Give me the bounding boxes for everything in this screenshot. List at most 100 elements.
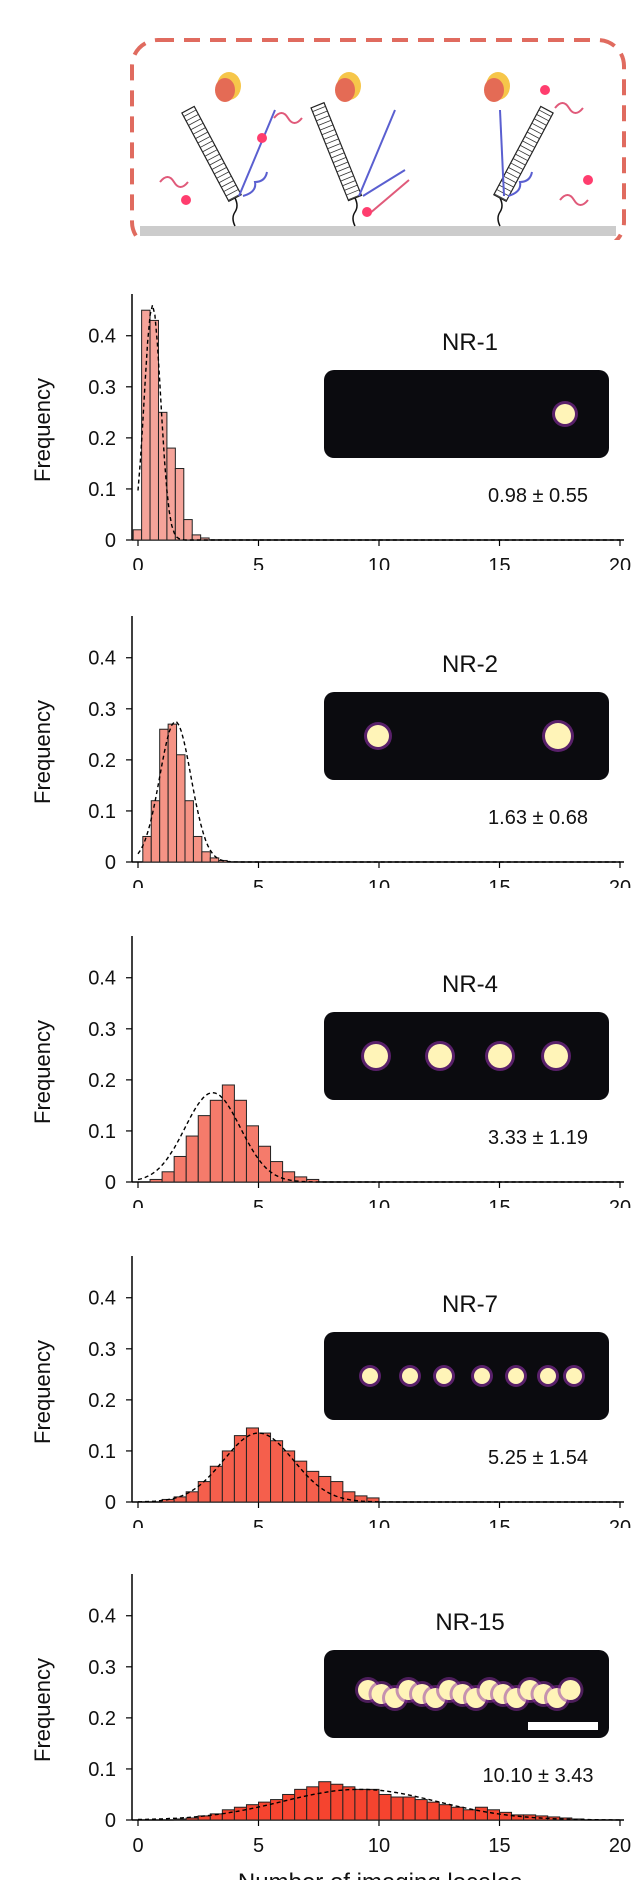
- histogram-panel-nr-15: 0 0.1 0.2 0.3 0.4 0 5 10 15 20 Frequency NR-15 10.10…: [30, 1574, 631, 1880]
- dna-duplex: [181, 105, 242, 203]
- free-imager-strand: [273, 112, 303, 124]
- gaussian-fit-line: [138, 1432, 620, 1503]
- mean-sd-stat: 3.33 ± 1.19: [488, 1127, 588, 1149]
- x-tick-label: 20: [609, 1835, 631, 1857]
- histogram-bar: [173, 1155, 187, 1183]
- tether-line: [232, 197, 238, 227]
- x-tick-label: 15: [488, 555, 510, 570]
- y-tick-label: 0.4: [88, 968, 116, 990]
- x-tick-label: 10: [368, 555, 390, 570]
- histogram-bar: [150, 800, 161, 863]
- construct-label: NR-4: [442, 971, 498, 998]
- histogram-bar: [245, 1125, 259, 1183]
- histogram-panel-nr-7: 0 0.1 0.2 0.3 0.4 0 5 10 15 20 Frequency NR-7 5.25 ±…: [30, 1256, 631, 1528]
- histogram-bar: [185, 1135, 199, 1183]
- probe-strand: [238, 109, 276, 197]
- histogram-bar: [245, 1427, 259, 1503]
- histogram-bar: [270, 1440, 284, 1503]
- construct-label: NR-15: [435, 1609, 504, 1636]
- super-resolution-image: [324, 692, 609, 780]
- loop-strand: [242, 171, 268, 197]
- histogram-bar: [185, 1817, 199, 1821]
- histogram-bar: [233, 1806, 247, 1821]
- super-resolution-image: [324, 370, 609, 458]
- mean-sd-stat: 0.98 ± 0.55: [488, 485, 588, 507]
- histogram-bar: [402, 1796, 416, 1821]
- histogram-bar: [474, 1806, 488, 1821]
- free-imager-strand: [159, 176, 189, 188]
- histogram-bar: [258, 1801, 272, 1821]
- histogram-bar: [173, 1818, 187, 1821]
- histogram-bar: [209, 857, 220, 863]
- free-dye-dot: [181, 195, 191, 205]
- construct-label: NR-2: [442, 651, 498, 678]
- y-tick-label: 0.4: [88, 648, 116, 670]
- histogram-panel-nr-2: 0 0.1 0.2 0.3 0.4 0 5 10 15 20 Frequency NR-2 1.63 ±…: [30, 616, 631, 888]
- x-tick-label: 20: [609, 877, 631, 888]
- gaussian-fit-line: [137, 1091, 620, 1183]
- mean-sd-stat: 5.25 ± 1.54: [488, 1447, 588, 1469]
- histogram-bar: [342, 1491, 356, 1503]
- protein-red: [215, 78, 235, 102]
- y-axis-label: Frequency: [30, 1340, 55, 1444]
- probe-unit: [484, 72, 554, 227]
- histogram-bar: [306, 1178, 320, 1183]
- x-tick-label: 0: [132, 555, 143, 570]
- y-tick-label: 0.4: [88, 326, 116, 348]
- histogram-panel-nr-1: 0 0.1 0.2 0.3 0.4 0 5 10 15 20 Frequency NR-1 0.98 ±…: [30, 294, 631, 570]
- mean-sd-stat: 10.10 ± 3.43: [482, 1765, 593, 1787]
- y-tick-label: 0.4: [88, 1606, 116, 1628]
- histogram-bar: [174, 468, 185, 541]
- x-tick-label: 10: [368, 1197, 390, 1208]
- probe-strand: [358, 109, 396, 197]
- histogram-bar: [149, 319, 159, 541]
- y-tick-label: 0.2: [88, 750, 116, 772]
- histogram-bar: [159, 728, 169, 863]
- histogram-bar: [197, 1115, 211, 1183]
- dashed-border: [130, 38, 626, 240]
- histogram-bar: [450, 1806, 464, 1821]
- histogram-bar: [294, 1460, 308, 1503]
- construct-label: NR-1: [442, 329, 498, 356]
- scale-bar: [528, 1722, 598, 1730]
- x-tick-label: 15: [488, 1517, 510, 1528]
- dye-dot: [362, 207, 372, 217]
- surface-bar: [140, 226, 616, 236]
- histogram-bar: [132, 529, 143, 541]
- gaussian-fit-line: [137, 304, 620, 541]
- tether-line: [497, 197, 503, 227]
- x-tick-label: 0: [132, 877, 143, 888]
- histogram-bar: [183, 519, 193, 541]
- y-tick-label: 0.4: [88, 1288, 116, 1310]
- dna-duplex: [493, 105, 554, 203]
- y-tick-label: 0.2: [88, 1390, 116, 1412]
- open-strand: [362, 169, 406, 197]
- x-tick-label: 0: [132, 1835, 143, 1857]
- histogram-panel-nr-4: 0 0.1 0.2 0.3 0.4 0 5 10 15 20 Frequency NR-4 3.33 ±…: [30, 936, 631, 1208]
- y-tick-label: 0.3: [88, 1657, 116, 1679]
- histogram-bar: [499, 1811, 513, 1821]
- histogram-bar: [390, 1796, 404, 1821]
- histogram-bar: [426, 1801, 440, 1821]
- histogram-bar: [166, 447, 176, 541]
- y-tick-label: 0.3: [88, 377, 116, 399]
- histogram-bar: [192, 835, 203, 863]
- histogram-bar: [258, 1432, 272, 1503]
- x-axis-label: Number of imaging locales: [238, 1869, 522, 1880]
- x-tick-label: 20: [609, 555, 631, 570]
- probe-unit: [310, 72, 410, 227]
- x-tick-label: 5: [253, 555, 264, 570]
- histogram-bar: [149, 1178, 163, 1183]
- histogram-bar: [342, 1786, 356, 1821]
- histogram-bar: [221, 1809, 235, 1821]
- y-tick-label: 0: [105, 530, 116, 552]
- histogram-bar: [167, 723, 178, 863]
- histogram-bar: [378, 1793, 392, 1821]
- y-axis-label: Frequency: [30, 378, 55, 482]
- tether-line: [352, 197, 358, 227]
- histogram-bar: [191, 534, 202, 541]
- y-tick-label: 0.2: [88, 1070, 116, 1092]
- x-tick-label: 10: [368, 1517, 390, 1528]
- histogram-bar: [294, 1788, 308, 1821]
- histogram-bar: [209, 1465, 223, 1503]
